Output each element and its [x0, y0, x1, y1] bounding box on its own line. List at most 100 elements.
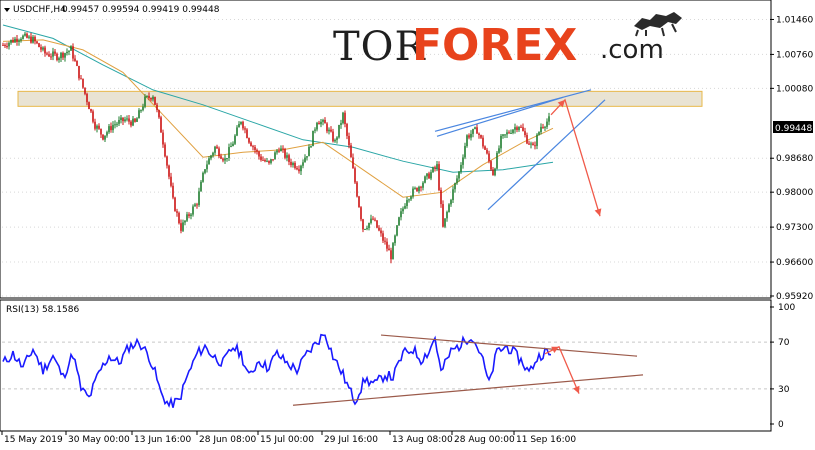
candle-body — [378, 227, 380, 231]
candle-body — [230, 146, 232, 148]
candle-body — [244, 128, 246, 130]
candle-body — [428, 173, 430, 179]
candle-body — [376, 220, 378, 228]
candle-body — [242, 121, 244, 129]
candle-body — [436, 164, 438, 169]
candle-body — [54, 51, 56, 54]
candle-body — [276, 150, 278, 153]
time-axis-labels: 15 May 2019 30 May 00:00 13 Jun 16:00 28 Ju… — [1, 431, 576, 445]
rsi-tick-label: 30 — [778, 385, 790, 395]
candle-body — [122, 117, 124, 122]
candle-body — [288, 155, 290, 162]
channel-middle-line — [436, 96, 564, 137]
candle-body — [166, 156, 168, 166]
forecast-arrow-rsi — [544, 345, 580, 394]
forecast-arrow-main — [550, 98, 602, 217]
candle-body — [82, 78, 84, 88]
candle-body — [248, 138, 250, 143]
candle-body — [294, 162, 296, 169]
candle-body — [430, 172, 432, 179]
candle-body — [412, 188, 414, 197]
time-tick-label: 15 Jul 00:00 — [260, 435, 314, 445]
logo-tor-text: TOR — [333, 24, 426, 70]
candle-body — [420, 186, 422, 188]
candle-body — [384, 240, 386, 242]
candle-body — [320, 121, 322, 125]
candle-body — [456, 178, 458, 184]
candle-body — [490, 161, 492, 170]
candle-body — [524, 131, 526, 135]
candle-body — [442, 204, 444, 227]
candle-body — [296, 168, 298, 170]
candle-body — [502, 134, 504, 136]
candle-body — [66, 51, 68, 54]
candle-body — [426, 173, 428, 177]
candle-body — [40, 47, 42, 50]
candle-body — [88, 102, 90, 110]
rsi-line — [2, 333, 552, 408]
candle-body — [364, 228, 366, 230]
candle-body — [178, 212, 180, 224]
symbol-label: USDCHF,H4 — [13, 5, 66, 15]
candle-body — [124, 119, 126, 122]
candle-body — [394, 235, 396, 244]
candle-body — [62, 52, 64, 58]
candle-body — [64, 53, 66, 58]
rsi-trend-upper — [380, 334, 638, 357]
torforex-logo: TOR FOREX .com — [333, 12, 682, 71]
candle-body — [240, 121, 242, 124]
candle-body — [180, 223, 182, 231]
rsi-grid — [2, 341, 769, 390]
candle-body — [542, 126, 544, 128]
candle-body — [98, 125, 100, 129]
candle-body — [176, 211, 178, 213]
candle-body — [30, 36, 32, 43]
candle-body — [314, 129, 316, 131]
candle-body — [404, 206, 406, 209]
candle-body — [18, 40, 20, 42]
candle-body — [174, 197, 176, 212]
candle-body — [56, 53, 58, 60]
candle-body — [164, 144, 166, 157]
candle-body — [498, 148, 500, 153]
candle-body — [256, 149, 258, 152]
candle-body — [44, 47, 46, 54]
candle-body — [278, 150, 280, 152]
candle-body — [356, 182, 358, 197]
candle-body — [202, 172, 204, 182]
price-tick-label: 0.97300 — [776, 223, 813, 233]
candle-body — [388, 248, 390, 251]
candle-body — [488, 153, 490, 162]
candle-body — [298, 169, 300, 172]
candle-body — [306, 156, 308, 158]
price-tick-label: 0.95920 — [776, 292, 813, 302]
candle-body — [14, 38, 16, 43]
time-tick-label: 13 Jun 16:00 — [134, 435, 191, 445]
candle-body — [10, 39, 12, 43]
candle-body — [26, 33, 28, 38]
logo-com-text: .com — [600, 35, 664, 65]
candle-body — [516, 127, 518, 130]
candle-body — [536, 134, 538, 146]
candle-body — [266, 160, 268, 162]
candle-body — [206, 164, 208, 170]
candle-body — [78, 65, 80, 79]
candle-body — [338, 124, 340, 138]
candle-body — [96, 125, 98, 129]
candle-body — [406, 200, 408, 207]
candle-body — [16, 38, 18, 42]
candle-body — [452, 189, 454, 201]
candle-body — [366, 227, 368, 229]
dropdown-triangle-icon[interactable] — [4, 8, 10, 12]
time-tick-label: 29 Jul 16:00 — [324, 435, 378, 445]
candle-body — [106, 132, 108, 136]
candle-body — [360, 207, 362, 220]
candle-body — [138, 110, 140, 119]
candle-body — [6, 46, 8, 48]
candle-body — [154, 96, 156, 105]
candle-body — [220, 156, 222, 159]
candle-body — [118, 120, 120, 124]
candle-body — [184, 220, 186, 223]
candle-body — [530, 143, 532, 145]
